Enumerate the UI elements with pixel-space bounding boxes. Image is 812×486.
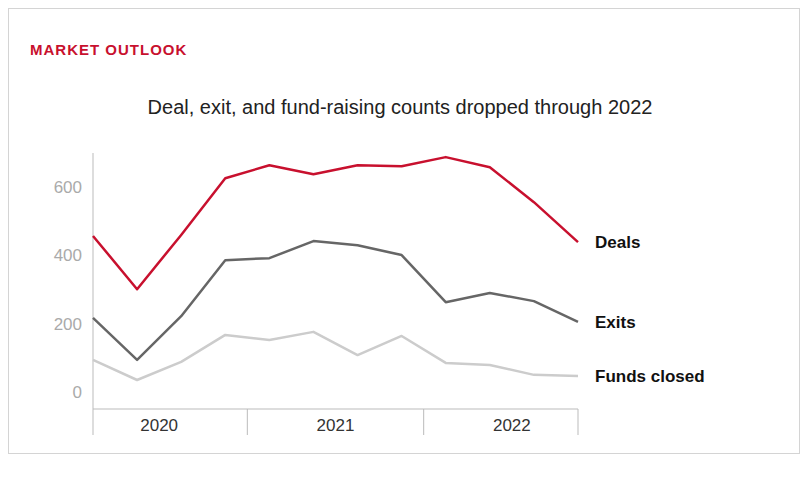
y-tick-label: 400 — [54, 246, 82, 265]
y-tick — [89, 323, 93, 324]
series-label: Deals — [595, 233, 640, 252]
plot-area — [93, 157, 578, 380]
title: Deal, exit, and fund-raising counts drop… — [148, 96, 653, 118]
x-tick-label: 2021 — [317, 416, 355, 435]
chart: MARKET OUTLOOK Deal, exit, and fund-raisi… — [0, 0, 812, 486]
y-tick-label: 600 — [54, 178, 82, 197]
series-line — [93, 157, 578, 289]
header: MARKET OUTLOOK — [30, 41, 187, 58]
y-tick — [89, 187, 93, 188]
x-axis — [93, 409, 578, 410]
y-tick — [89, 255, 93, 256]
y-axis — [93, 153, 94, 409]
x-group-separator — [578, 409, 579, 435]
x-tick-label: 2022 — [493, 416, 531, 435]
x-tick-label: 2020 — [140, 416, 178, 435]
y-tick-label: 0 — [73, 383, 82, 402]
x-group-separator — [247, 409, 248, 435]
series-line — [93, 241, 578, 360]
y-tick — [89, 391, 93, 392]
chart-frame — [8, 8, 800, 454]
y-tick-label: 200 — [54, 315, 82, 334]
series-line — [93, 332, 578, 380]
series-label: Funds closed — [595, 367, 705, 386]
x-group-separator — [93, 409, 94, 435]
series-label: Exits — [595, 313, 636, 332]
x-group-separator — [423, 409, 424, 435]
